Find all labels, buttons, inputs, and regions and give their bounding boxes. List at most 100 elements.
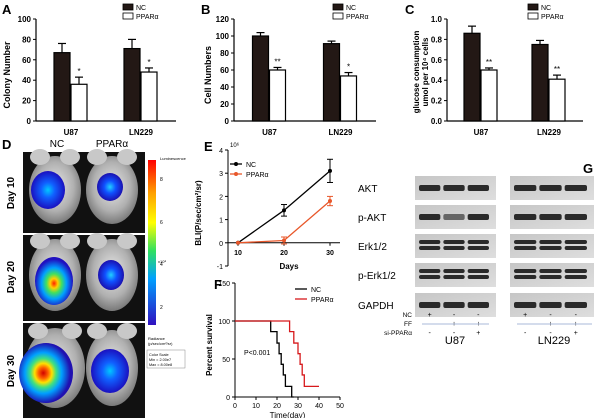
row-label-day20: Day 20 xyxy=(6,260,17,293)
panel-e-label: E xyxy=(204,139,213,154)
colorbar-exponent: x10⁸ xyxy=(158,259,166,264)
image-row-day30 xyxy=(19,321,145,408)
treatment-sign: + xyxy=(428,312,432,319)
protein-band xyxy=(514,246,537,250)
treatment-label: FF xyxy=(404,321,412,328)
column-label-ppara: PPARα xyxy=(96,139,128,150)
y-tick-label: 2 xyxy=(219,194,223,201)
protein-band xyxy=(443,269,465,273)
protein-band xyxy=(467,275,489,279)
y-tick-label: 0.4 xyxy=(431,76,443,85)
y-tick-label: 0.2 xyxy=(431,97,443,106)
data-point xyxy=(282,238,286,243)
x-tick-label: 40 xyxy=(315,403,323,410)
y-tick-label: 0 xyxy=(27,117,32,126)
panel-f-plot: 0 50 100 150 0 10 20 30 40 50 Time(day) P<0.001 NC PP… xyxy=(218,281,344,418)
panel-d-label: D xyxy=(2,137,11,152)
protein-band xyxy=(443,302,465,308)
data-point xyxy=(328,199,332,204)
panel-e-exponent: 10⁶ xyxy=(230,142,240,149)
y-tick-label: 50 xyxy=(222,357,230,364)
legend-marker xyxy=(234,172,238,176)
protein-band xyxy=(514,185,537,191)
luminescence-signal-nc-day30 xyxy=(19,343,73,403)
protein-band xyxy=(419,269,441,273)
significance-marker: ** xyxy=(554,65,560,74)
category-label: LN229 xyxy=(129,128,154,135)
panel-a-ylabel: Colony Number xyxy=(2,41,12,109)
protein-band xyxy=(564,214,587,220)
protein-band xyxy=(539,275,562,279)
y-tick-label: 20 xyxy=(220,100,229,109)
treatment-label: NC xyxy=(403,312,413,319)
y-tick-label: 100 xyxy=(18,15,32,24)
x-tick-label: 30 xyxy=(294,403,302,410)
bar xyxy=(463,32,481,122)
treatment-sign: - xyxy=(453,330,456,337)
x-tick-label: 0 xyxy=(233,403,237,410)
panel-b-ylabel: Cell Numbers xyxy=(203,46,213,104)
row-label-day10: Day 10 xyxy=(6,176,17,209)
protein-band xyxy=(539,246,562,250)
colorbar-tick-4: 4 xyxy=(160,262,163,268)
treatment-sign: - xyxy=(575,312,578,319)
legend-swatch xyxy=(122,12,134,20)
panel-f-ylabel: Percent survival xyxy=(205,314,214,376)
protein-band xyxy=(539,214,562,220)
y-tick-label: 80 xyxy=(22,35,31,44)
y-tick-label: 40 xyxy=(220,83,229,92)
protein-band xyxy=(514,269,537,273)
category-label: LN229 xyxy=(328,128,353,135)
protein-band xyxy=(419,240,441,244)
survival-curve xyxy=(235,320,294,398)
treatment-label: si-PPARα xyxy=(384,330,412,337)
blot-row-label: AKT xyxy=(358,184,377,195)
treatment-sign: - xyxy=(453,312,456,319)
y-tick-label: 1.0 xyxy=(431,15,443,24)
protein-band xyxy=(539,302,562,308)
protein-band xyxy=(419,214,441,220)
image-row-day20 xyxy=(23,233,145,311)
y-tick-label: 60 xyxy=(220,66,229,75)
data-point xyxy=(236,240,240,245)
luminescence-signal-ppara-day30 xyxy=(91,349,129,393)
significance-marker: ** xyxy=(486,58,492,67)
panel-a-plot: 0 20 40 60 80 100 U87 * LN229 * NC PPARα xyxy=(18,3,176,135)
significance-marker: * xyxy=(147,58,150,67)
category-label: U87 xyxy=(474,128,489,135)
bar xyxy=(123,47,141,122)
x-tick-label: 20 xyxy=(273,403,281,410)
protein-band xyxy=(564,275,587,279)
y-tick-label: 0.0 xyxy=(431,117,443,126)
treatment-sign: - xyxy=(549,330,552,337)
colorbar-footer: Radiance (p/sec/cm²/sr) xyxy=(148,336,173,346)
colorbar-tick-6: 6 xyxy=(160,220,163,226)
cell-line-label-ln229: LN229 xyxy=(538,335,570,347)
panel-e-chart: E BLI(P/sec/cm²/sr) 10⁶ -1 0 1 2 3 4 10 20 30 Day… xyxy=(194,139,340,271)
column-label-nc: NC xyxy=(50,139,64,150)
bar xyxy=(339,75,358,122)
x-axis-label: Days xyxy=(279,262,299,271)
legend-swatch xyxy=(332,3,344,11)
panel-g-western-blot: G AKT p-AKT Erk1/2 p-Erk1/2 GAPDH NC + - - + - - FF… xyxy=(358,161,594,347)
treatment-sign: - xyxy=(428,330,431,337)
y-tick-label: 20 xyxy=(22,97,31,106)
colorbar-title: Luminescence xyxy=(160,156,187,161)
bar xyxy=(480,69,498,122)
protein-band xyxy=(443,246,465,250)
protein-band xyxy=(539,185,562,191)
colorbar-tick-2: 2 xyxy=(160,305,163,311)
data-point xyxy=(328,168,332,173)
legend-swatch xyxy=(332,12,344,20)
y-tick-label: -1 xyxy=(217,264,223,271)
treatment-sign: - xyxy=(524,330,527,337)
luminescence-signal-nc-day10 xyxy=(31,171,65,209)
legend-label: NC xyxy=(346,5,356,12)
bar xyxy=(70,83,88,122)
bar xyxy=(53,52,71,122)
legend-label: PPARα xyxy=(541,14,564,21)
protein-band xyxy=(539,269,562,273)
panel-e-plot: -1 0 1 2 3 4 10 20 30 Days NC PPARα xyxy=(217,148,340,271)
cell-line-label-u87: U87 xyxy=(445,335,465,347)
protein-band xyxy=(467,240,489,244)
